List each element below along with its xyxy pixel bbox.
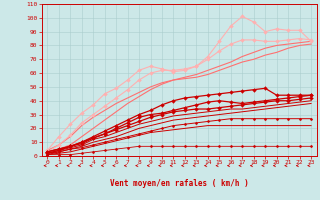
X-axis label: Vent moyen/en rafales ( km/h ): Vent moyen/en rafales ( km/h ) <box>110 179 249 188</box>
